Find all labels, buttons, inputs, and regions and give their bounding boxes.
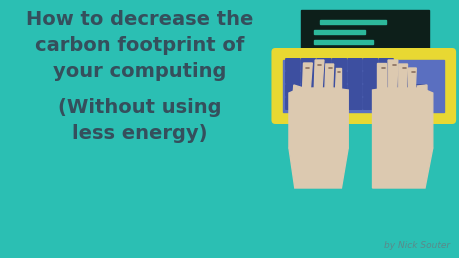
Polygon shape [302,63,312,90]
FancyBboxPatch shape [393,97,409,110]
FancyBboxPatch shape [362,71,378,84]
FancyBboxPatch shape [362,97,378,110]
Polygon shape [288,148,347,188]
Polygon shape [292,85,303,100]
FancyBboxPatch shape [362,84,378,97]
Polygon shape [398,64,407,90]
FancyBboxPatch shape [393,84,409,97]
Polygon shape [334,68,341,90]
FancyBboxPatch shape [285,84,300,97]
FancyBboxPatch shape [271,48,455,124]
FancyBboxPatch shape [347,58,362,71]
Bar [313,30,364,34]
FancyBboxPatch shape [378,58,393,71]
Text: less energy): less energy) [72,124,207,143]
FancyBboxPatch shape [347,84,362,97]
Polygon shape [372,148,432,188]
FancyBboxPatch shape [315,84,331,97]
Bar [313,50,348,54]
FancyBboxPatch shape [409,97,424,110]
FancyBboxPatch shape [331,71,347,84]
Polygon shape [313,60,323,90]
FancyBboxPatch shape [331,58,347,71]
FancyBboxPatch shape [393,71,409,84]
FancyBboxPatch shape [285,97,300,110]
FancyBboxPatch shape [378,71,393,84]
FancyBboxPatch shape [285,58,300,71]
Bar [313,70,354,74]
Polygon shape [376,63,385,90]
FancyBboxPatch shape [331,97,347,110]
Text: How to decrease the: How to decrease the [26,10,252,29]
Text: your computing: your computing [52,62,225,81]
Polygon shape [387,60,397,90]
Text: by Nick Souter: by Nick Souter [383,241,449,250]
Bar [319,20,385,24]
Polygon shape [324,64,333,90]
FancyBboxPatch shape [300,71,315,84]
FancyBboxPatch shape [347,97,362,110]
Bar [282,60,443,112]
FancyBboxPatch shape [315,58,331,71]
FancyBboxPatch shape [315,97,331,110]
FancyBboxPatch shape [409,84,424,97]
Text: (Without using: (Without using [57,98,221,117]
FancyBboxPatch shape [285,71,300,84]
FancyBboxPatch shape [331,84,347,97]
Polygon shape [416,85,426,100]
Text: carbon footprint of: carbon footprint of [34,36,243,55]
Polygon shape [372,88,432,148]
FancyBboxPatch shape [300,84,315,97]
FancyBboxPatch shape [300,58,315,71]
Polygon shape [408,68,415,90]
FancyBboxPatch shape [378,84,393,97]
FancyBboxPatch shape [347,71,362,84]
Bar [313,40,372,44]
FancyBboxPatch shape [315,71,331,84]
FancyBboxPatch shape [300,97,315,110]
Bar [313,60,360,64]
Bar [300,10,428,80]
FancyBboxPatch shape [362,58,378,71]
Polygon shape [288,88,347,148]
FancyBboxPatch shape [378,97,393,110]
